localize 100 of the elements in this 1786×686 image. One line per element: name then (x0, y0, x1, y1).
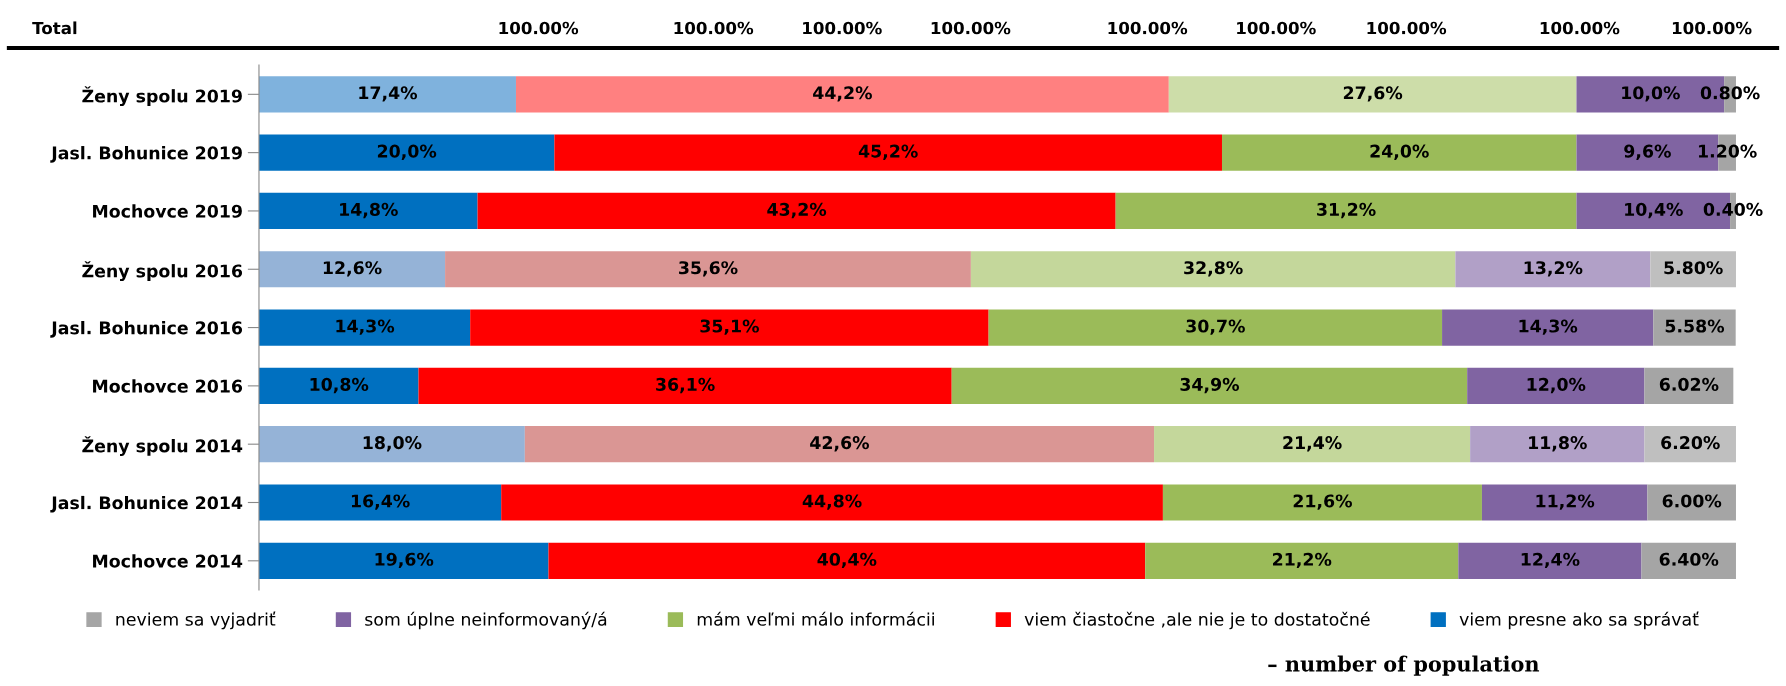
bar (258, 134, 555, 171)
legend-label: som úplne neinformovaný/á (365, 611, 607, 630)
bar (258, 542, 549, 579)
text: 100.00% (1367, 21, 1447, 35)
bar (1455, 251, 1651, 288)
y-tick-label: Jasl. Bohunice 2019 (50, 146, 242, 163)
bar (501, 484, 1163, 521)
data-label: 14,3% (336, 319, 395, 335)
data-label: 13,2% (1524, 261, 1583, 277)
bar (258, 309, 471, 346)
text: – number of population (1268, 655, 1540, 676)
data-label: 44,2% (813, 86, 872, 102)
data-label: 0.80% (1700, 86, 1760, 100)
y-tick-label: Jasl. Bohunice 2014 (50, 495, 243, 513)
data-label: 44,8% (802, 494, 862, 510)
data-label: 12,6% (323, 261, 382, 277)
data-label: 12,4% (1521, 552, 1580, 569)
bar (1470, 426, 1645, 463)
data-label: 6.00% (1662, 494, 1722, 508)
y-tick-label: Mochovce 2014 (93, 554, 243, 568)
data-label: 11,2% (1536, 494, 1595, 510)
bar (1653, 309, 1736, 346)
data-label: 40,4% (817, 552, 877, 569)
legend-label: viem presne ako sa správať (1459, 611, 1699, 630)
bar (1647, 484, 1736, 521)
data-label: 12,0% (1527, 377, 1586, 394)
data-label: 45,2% (858, 144, 918, 160)
bar (258, 251, 446, 288)
y-tick-label: Ženy spolu 2014 (82, 436, 243, 456)
bar (1154, 426, 1471, 463)
bar (258, 484, 502, 521)
data-label: 14,3% (1519, 319, 1578, 335)
data-label: 10,4% (1625, 202, 1683, 219)
data-label: 6.02% (1659, 377, 1719, 391)
y-tick-label: Mochovce 2016 (93, 379, 243, 393)
data-label: 5.80% (1664, 261, 1723, 275)
bar (548, 542, 1146, 579)
data-label: 43,2% (767, 202, 827, 219)
bar (988, 309, 1443, 346)
bar (1442, 309, 1654, 346)
data-label: 34,9% (1180, 377, 1239, 394)
text: 100.00% (931, 21, 1011, 35)
bar (445, 251, 971, 288)
data-label: 6.40% (1659, 552, 1719, 566)
data-label: 36,1% (656, 377, 715, 394)
bar (1162, 484, 1482, 521)
text: Total (32, 21, 77, 35)
y-tick-label: Ženy spolu 2019 (82, 86, 242, 107)
data-label: 20,0% (377, 144, 437, 160)
data-label: 21,2% (1273, 552, 1332, 569)
text: 100.00% (1237, 21, 1316, 35)
bar (1168, 76, 1577, 113)
bar (258, 367, 419, 404)
text: 100.00% (1672, 21, 1752, 35)
bar (515, 76, 1169, 113)
bar (970, 251, 1456, 288)
data-label: 14,8% (340, 202, 398, 219)
bar (1458, 542, 1642, 579)
data-label: 9,6% (1624, 144, 1671, 160)
y-tick-label: Jasl. Bohunice 2016 (50, 320, 243, 338)
bar (470, 309, 989, 346)
bar (258, 192, 478, 230)
data-label: 30,7% (1186, 319, 1245, 335)
text: 100.00% (1540, 21, 1620, 35)
bar (1481, 484, 1648, 521)
data-label: 21,6% (1293, 494, 1352, 510)
text: 100.00% (674, 21, 754, 35)
data-label: 27,6% (1343, 86, 1403, 102)
bar (477, 192, 1116, 230)
bar (418, 367, 952, 404)
legend-label: viem čiastočne ,ale nie je to dostatočné (1024, 611, 1370, 630)
data-label: 16,4% (351, 494, 410, 510)
data-label: 11,8% (1529, 436, 1587, 452)
text: 100.00% (1108, 21, 1188, 35)
bar (951, 367, 1468, 404)
data-label: 0.40% (1703, 202, 1763, 216)
data-label: 35,1% (700, 319, 759, 335)
data-label: 35,6% (679, 261, 738, 277)
data-label: 21,4% (1283, 436, 1342, 452)
bar (258, 76, 516, 113)
bar (524, 426, 1155, 463)
data-label: 5.58% (1665, 319, 1725, 333)
data-label: 1.20% (1698, 144, 1757, 158)
y-tick-label: Mochovce 2019 (93, 204, 242, 218)
data-label: 18,0% (363, 436, 422, 452)
text: 100.00% (803, 21, 882, 35)
data-label: 10,0% (1622, 86, 1680, 102)
y-tick-label: Ženy spolu 2016 (82, 261, 243, 282)
data-label: 32,8% (1184, 261, 1243, 277)
bar (1221, 134, 1577, 171)
legend-label: neviem sa vyjadriť (116, 611, 276, 630)
data-label: 31,2% (1317, 202, 1376, 219)
bar (554, 134, 1222, 171)
data-label: 6.20% (1661, 436, 1720, 450)
data-label: 19,6% (375, 552, 434, 569)
bar (1467, 367, 1645, 404)
data-label: 10,8% (310, 377, 369, 394)
bar (1115, 192, 1577, 230)
text: 100.00% (499, 21, 579, 35)
legend-label: mám veľmi málo informácii (697, 611, 934, 626)
